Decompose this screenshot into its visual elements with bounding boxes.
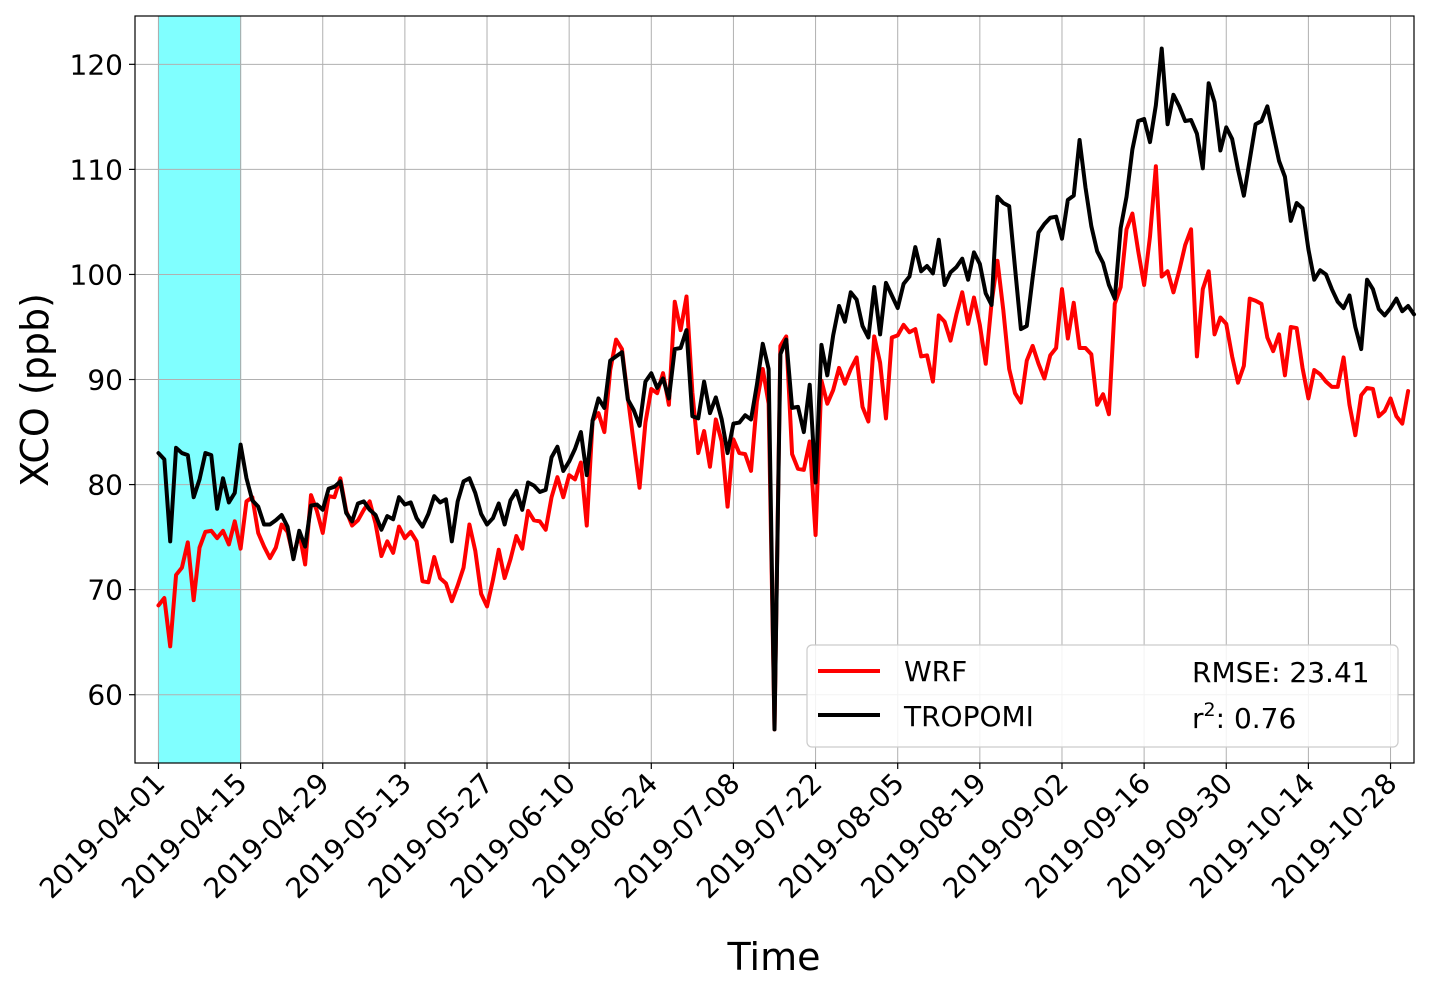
series-line-tropomi <box>156 46 1416 732</box>
r2-value: : 0.76 <box>1216 702 1297 735</box>
y-tick-label: 70 <box>87 574 123 607</box>
highlight-span <box>157 15 242 764</box>
legend-label-wrf: WRF <box>904 655 967 688</box>
r2-label: r2: 0.76 <box>1192 699 1296 735</box>
y-axis-title: XCO (ppb) <box>13 293 57 487</box>
highlight-layer <box>157 15 242 764</box>
y-tick-label: 120 <box>70 48 123 81</box>
y-tick-label: 90 <box>87 364 123 397</box>
r2-base: r <box>1192 702 1204 735</box>
legend-box <box>806 644 1399 748</box>
x-axis-title: Time <box>727 935 821 979</box>
y-tick-label: 60 <box>87 679 123 712</box>
legend-label-tropomi: TROPOMI <box>903 700 1034 733</box>
r2-superscript: 2 <box>1204 699 1216 721</box>
rmse-label: RMSE: 23.41 <box>1192 656 1370 689</box>
plot-layer <box>156 46 1416 732</box>
y-tick-label: 80 <box>87 469 123 502</box>
y-tick-label: 110 <box>70 153 123 186</box>
legend: WRF TROPOMI RMSE: 23.41 r2: 0.76 <box>806 644 1399 748</box>
y-tick-label: 100 <box>70 258 123 291</box>
plot-frame <box>134 15 1415 764</box>
